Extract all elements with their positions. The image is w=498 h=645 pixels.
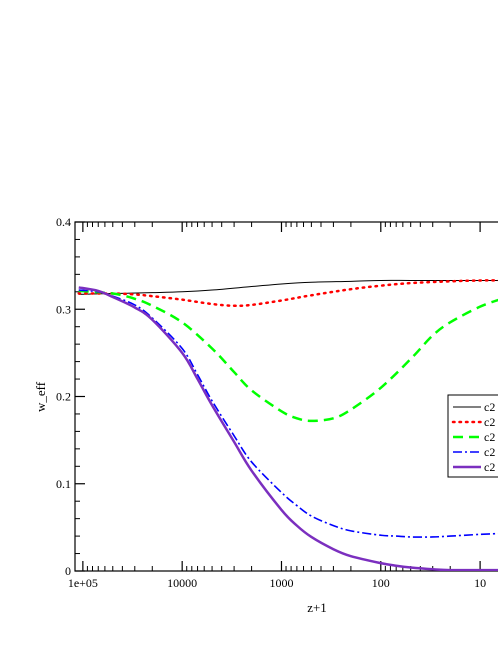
plot-frame (74, 221, 498, 572)
y-tick-label: 0.2 (56, 390, 71, 404)
legend-label-5: c2 (484, 460, 495, 474)
y-tick-label: 0.4 (56, 215, 71, 229)
series-line-3 (78, 289, 498, 423)
x-tick-label: 10 (474, 576, 486, 590)
legend-label-1: c2 (484, 400, 495, 414)
tick-labels: 1e+05 10000 1000 100 1000.10.20.30.4 (56, 215, 486, 590)
series-group (77, 279, 498, 571)
series-line-2 (77, 279, 498, 308)
y-tick-label: 0.1 (56, 477, 71, 491)
legend-label-2: c2 (484, 415, 495, 429)
x-axis-title: z+1 (307, 600, 327, 615)
y-tick-label: 0.3 (56, 302, 71, 316)
x-tick-label: 100 (372, 576, 390, 590)
series-line-5 (78, 286, 498, 571)
x-tick-label: 1000 (269, 576, 293, 590)
series-line-4 (78, 289, 498, 538)
x-tick-label: 10000 (167, 576, 197, 590)
legend-label-4: c2 (484, 445, 495, 459)
legend-label-3: c2 (484, 430, 495, 444)
y-axis-title: w_eff (33, 381, 48, 412)
x-tick-label: 1e+05 (68, 576, 98, 590)
minor-ticks (75, 222, 451, 571)
major-ticks (75, 221, 481, 572)
y-tick-label: 0 (65, 564, 71, 578)
